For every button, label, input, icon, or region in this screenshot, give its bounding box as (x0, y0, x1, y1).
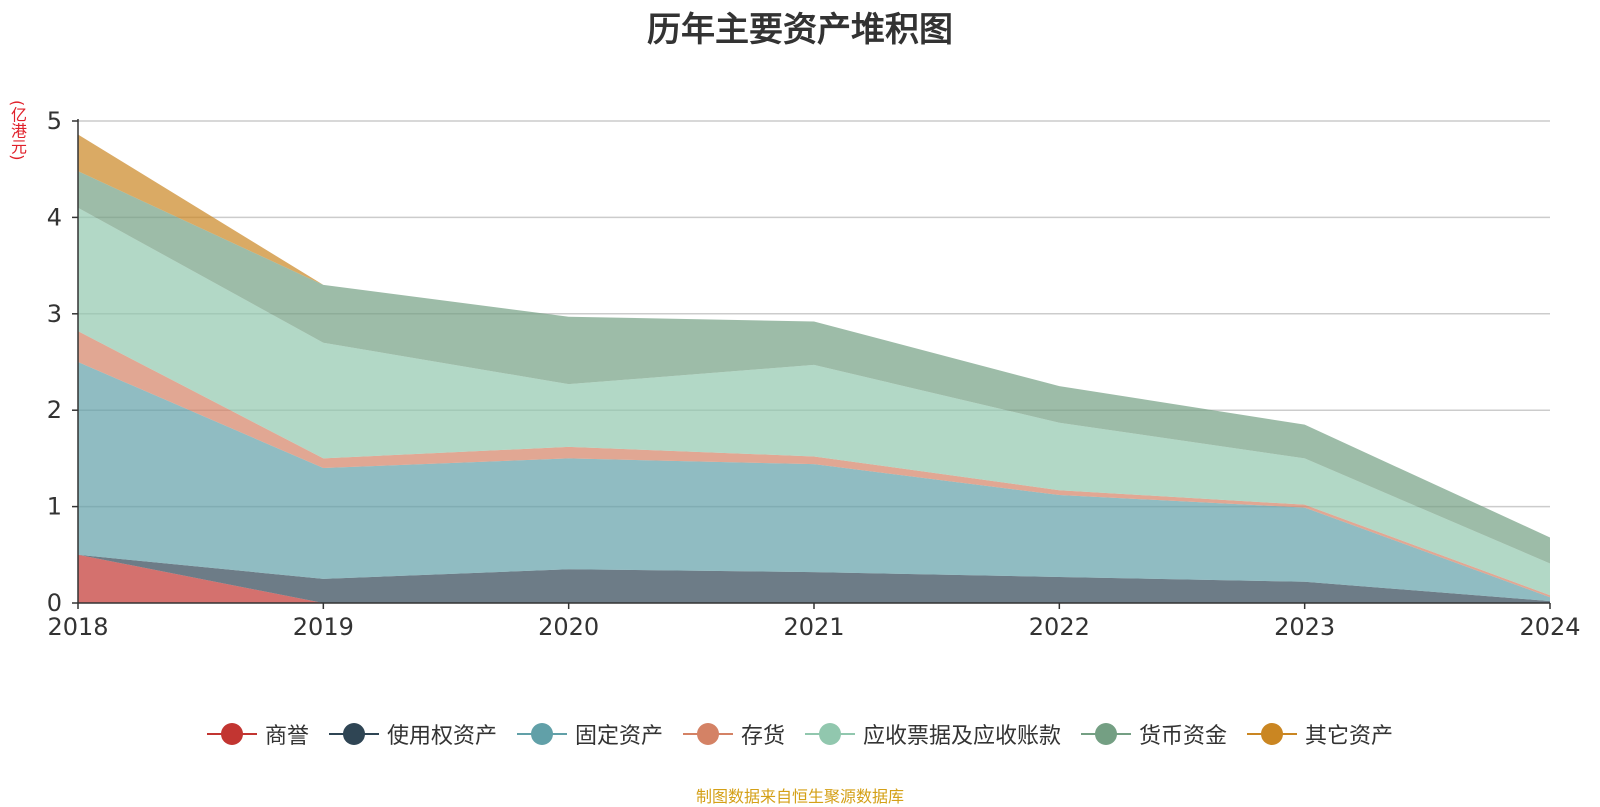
x-tick-label: 2022 (1029, 613, 1090, 641)
legend-label: 应收票据及应收账款 (863, 724, 1062, 749)
legend-item-1[interactable]: 使用权资产 (328, 718, 497, 750)
area-series-0 (78, 554, 1550, 603)
data-source-note: 制图数据来自恒生聚源数据库 (695, 787, 904, 806)
x-tick-label: 2023 (1274, 613, 1335, 641)
x-tick-label: 2019 (293, 613, 354, 641)
tick-labels: 0 1 2 3 4 5 2018 2019 2020 2021 2022 2023 2024 (47, 107, 1581, 641)
legend-item-3[interactable]: 存货 (682, 718, 785, 750)
legend-item-5[interactable]: 货币资金 (1081, 718, 1227, 750)
x-tick-label: 2020 (538, 613, 599, 641)
axes (72, 119, 1551, 609)
legend-swatch-icon (1247, 723, 1298, 745)
legend-swatch-icon (206, 723, 257, 745)
x-tick-label: 2018 (47, 613, 108, 641)
y-tick-label: 4 (47, 203, 62, 231)
area-series-2 (78, 362, 1550, 602)
area-series (78, 134, 1550, 603)
y-tick-label: 0 (47, 589, 62, 617)
x-tick-label: 2021 (783, 613, 844, 641)
legend-swatch-icon (516, 723, 567, 745)
legend-swatch-icon (805, 723, 855, 745)
chart-legend: 商誉 使用权资产 固定资产 存货 应收票据及应收账款 货币资金 其它资产 (0, 718, 1600, 750)
y-tick-label: 2 (47, 396, 62, 424)
legend-label: 货币资金 (1139, 724, 1228, 749)
legend-item-0[interactable]: 商誉 (206, 718, 309, 750)
chart-title: 历年主要资产堆积图 (647, 10, 953, 50)
y-tick-label: 3 (47, 300, 62, 328)
legend-item-6[interactable]: 其它资产 (1247, 718, 1393, 750)
legend-label: 使用权资产 (386, 724, 497, 749)
area-series-3 (78, 331, 1550, 598)
area-series-1 (78, 554, 1550, 603)
legend-item-2[interactable]: 固定资产 (516, 718, 663, 750)
y-tick-label: 1 (47, 493, 62, 521)
legend-item-4[interactable]: 应收票据及应收账款 (805, 718, 1061, 750)
legend-label: 存货 (740, 724, 785, 749)
legend-swatch-icon (682, 723, 733, 745)
legend-label: 固定资产 (574, 724, 663, 749)
legend-label: 其它资产 (1305, 724, 1394, 749)
y-tick-label: 5 (47, 107, 62, 135)
legend-swatch-icon (328, 723, 379, 745)
legend-swatch-icon (1081, 723, 1132, 745)
x-tick-label: 2024 (1519, 613, 1580, 641)
legend-label: 商誉 (264, 724, 309, 749)
y-axis-unit-label: (亿港元) (8, 100, 27, 161)
area-series-4 (78, 207, 1550, 596)
